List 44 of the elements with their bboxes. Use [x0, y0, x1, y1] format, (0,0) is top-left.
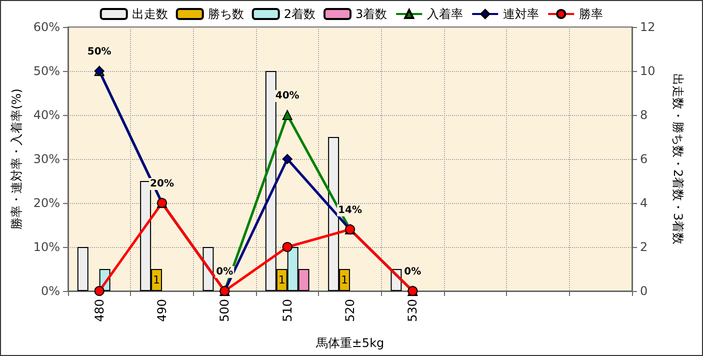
y2-tick-label: 12 — [640, 20, 656, 34]
point — [94, 286, 104, 296]
y2-axis-title: 出走数・勝ち数・2着数・3着数 — [671, 73, 685, 245]
x-tick-label: 520 — [343, 299, 357, 322]
data-label: 1 — [153, 274, 160, 286]
y-tick-label: 10% — [33, 240, 60, 254]
y-tick-label: 40% — [33, 108, 60, 122]
legend-label: 3着数 — [356, 7, 388, 21]
x-tick-label: 500 — [218, 299, 232, 322]
legend-label: 勝ち数 — [208, 7, 244, 21]
x-tick-label: 510 — [280, 299, 294, 322]
x-tick-label: 490 — [155, 299, 169, 322]
data-label: 1 — [278, 274, 286, 286]
y-tick-label: 0% — [40, 284, 60, 298]
x-tick-label: 530 — [406, 299, 420, 322]
y2-tick-label: 4 — [640, 196, 648, 210]
y2-tick-label: 6 — [640, 152, 648, 166]
data-label: 0% — [404, 266, 422, 278]
legend-label: 入着率 — [427, 7, 464, 21]
y2-tick-label: 2 — [640, 240, 648, 254]
point — [282, 154, 292, 164]
x-axis-title: 馬体重±5kg — [314, 336, 384, 350]
y2-tick-label: 10 — [640, 64, 656, 78]
data-label: 40% — [275, 90, 300, 102]
y-tick-label: 20% — [33, 196, 60, 210]
y-tick-label: 60% — [33, 20, 60, 34]
data-label: 14% — [338, 204, 362, 216]
y2-tick-label: 8 — [640, 108, 648, 122]
legend-label: 2着数 — [284, 7, 316, 21]
legend-label: 連対率 — [503, 7, 540, 21]
data-label: 0% — [216, 266, 234, 278]
data-label: 1 — [341, 274, 348, 286]
bar — [77, 247, 88, 291]
data-label: 50% — [87, 46, 112, 58]
y2-tick-label: 0 — [640, 284, 648, 298]
x-tick-label: 480 — [92, 299, 106, 322]
point — [282, 242, 292, 252]
legend-label: 出走数 — [132, 7, 168, 21]
data-label: 20% — [150, 178, 174, 190]
y-axis-title: 勝率・連対率・入着率(%) — [9, 88, 24, 230]
point — [282, 110, 292, 120]
y-tick-label: 30% — [33, 152, 60, 166]
y-tick-label: 50% — [33, 64, 60, 78]
legend-label: 勝率 — [579, 7, 604, 21]
